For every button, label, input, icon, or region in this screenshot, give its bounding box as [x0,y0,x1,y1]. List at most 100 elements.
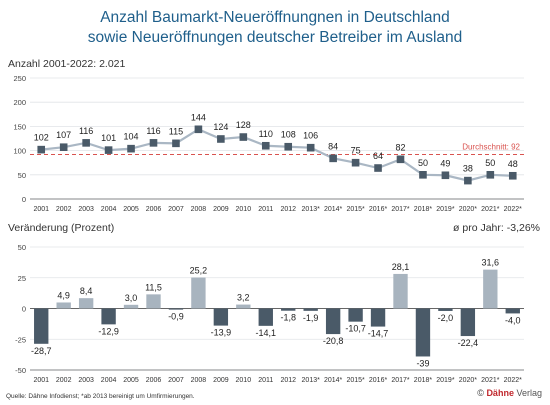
bar-chart-xtick-label: 2017* [391,377,410,384]
bar-data-label: -4,0 [505,315,521,325]
line-data-point [396,155,405,164]
bar-chart-xtick-label: 2006 [146,377,162,384]
line-data-label: 107 [56,130,71,140]
bar-chart-xtick-label: 2003 [78,377,94,384]
line-chart-xtick-label: 2016* [369,206,388,213]
line-data-label: 116 [79,126,93,136]
change-bar [34,308,49,344]
line-chart-xtick-label: 2013* [302,206,321,213]
change-bar [483,269,498,309]
line-data-point [127,144,135,153]
line-data-label: 116 [146,126,160,136]
bar-chart-ytick-label: -25 [15,335,26,344]
line-data-label: 101 [101,133,116,143]
line-chart-xtick-label: 2020* [459,206,478,213]
line-data-label: 128 [236,120,251,130]
bar-chart-annotation: ø pro Jahr: -3,26% [453,222,540,234]
bar-chart-xtick-label: 2018* [414,377,433,384]
line-data-label: 110 [259,129,273,139]
line-data-point [194,125,203,134]
bar-chart-xtick-label: 2019* [436,377,455,384]
change-bar [303,308,318,311]
bar-chart-xtick-label: 2014* [324,377,343,384]
bar-data-label: -2,0 [438,313,454,323]
line-data-label: 124 [213,122,228,132]
copyright-icon: © [477,388,484,398]
line-data-point [104,146,113,154]
line-chart-xtick-label: 2014* [324,206,343,213]
bar-chart-xtick-label: 2012 [280,377,296,384]
bar-chart-xtick-label: 2013* [302,377,321,384]
line-chart-ytick-label: 100 [13,147,26,156]
change-bar [78,298,94,309]
line-data-point [37,145,46,154]
bar-data-label: -14,7 [368,329,389,339]
bar-data-label: -14,1 [256,328,277,338]
line-chart-xtick-label: 2021* [481,206,500,213]
line-chart-xtick-label: 2019* [436,206,455,213]
line-chart-xtick-label: 2008 [191,206,207,213]
bar-chart-xtick-label: 2015* [346,377,365,384]
change-bar [146,294,161,309]
bar-data-label: -13,9 [211,328,232,338]
line-data-point [351,158,360,167]
bar-data-label: 11,5 [145,282,162,292]
change-bar [281,308,296,311]
line-data-point [261,141,270,150]
line-data-point [419,171,427,179]
bar-chart-ytick-label: 0 [22,305,26,314]
bar-data-label: -28,7 [31,346,52,356]
line-chart-xtick-label: 2004 [101,206,117,213]
line-data-label: 50 [418,158,428,168]
bar-chart-subtitle: Veränderung (Prozent) [8,222,115,234]
line-data-point [329,154,337,163]
line-data-point [464,176,472,185]
bar-data-label: -1,9 [303,313,319,323]
bar-chart-xtick-label: 2011 [258,377,273,384]
bar-data-label: -10,7 [345,324,366,334]
line-data-label: 104 [124,132,139,142]
change-bar [56,302,71,309]
bar-chart-xtick-label: 2021* [481,377,500,384]
line-data-point [149,139,158,147]
line-chart-xtick-label: 2001 [33,206,49,213]
line-chart-xtick-label: 2022* [504,206,523,213]
bar-chart-xtick-label: 2010 [236,377,252,384]
bar-chart-xtick-label: 2022* [504,377,523,384]
line-data-label: 48 [508,159,518,169]
line-data-point [306,143,315,152]
source-note: Quelle: Dähne Infodienst; *ab 2013 berei… [6,393,195,400]
bar-chart-ytick-label: 25 [18,274,26,283]
chart-title-line2: sowie Neueröffnungen deutscher Betreiber… [87,29,463,46]
bar-data-label: 4,9 [57,290,70,300]
line-series-openings [41,128,513,182]
bar-data-label: 3,0 [125,293,138,303]
bar-data-label: 31,6 [482,258,500,268]
line-chart-xtick-label: 2018* [414,206,433,213]
line-data-point [508,171,517,180]
line-chart-ytick-label: 0 [22,195,26,204]
line-data-label: 82 [395,142,405,152]
line-chart-xtick-label: 2012 [280,206,296,213]
change-bar [348,308,363,322]
line-chart-xtick-label: 2009 [213,206,229,213]
line-data-label: 115 [169,126,183,136]
line-chart-xtick-label: 2005 [123,206,139,213]
change-bar [101,308,116,325]
change-bar [325,308,341,335]
bar-chart-xtick-label: 2020* [459,377,478,384]
chart-title-line1: Anzahl Baumarkt-Neueröffnungnen in Deuts… [100,9,450,26]
line-data-label: 75 [351,146,361,156]
line-data-label: 50 [485,158,495,168]
line-data-point [59,143,68,152]
bar-chart-xtick-label: 2002 [56,377,72,384]
brand-suffix: Verlag [516,388,542,398]
line-chart-xtick-label: 2010 [236,206,252,213]
line-data-label: 102 [34,133,49,143]
bar-chart-ytick-label: -50 [15,366,26,375]
bar-chart-xtick-label: 2001 [33,377,49,384]
bar-chart-xtick-label: 2007 [168,377,184,384]
bar-data-label: 3,2 [237,293,250,303]
change-bar [258,308,273,326]
change-bar [438,308,453,311]
